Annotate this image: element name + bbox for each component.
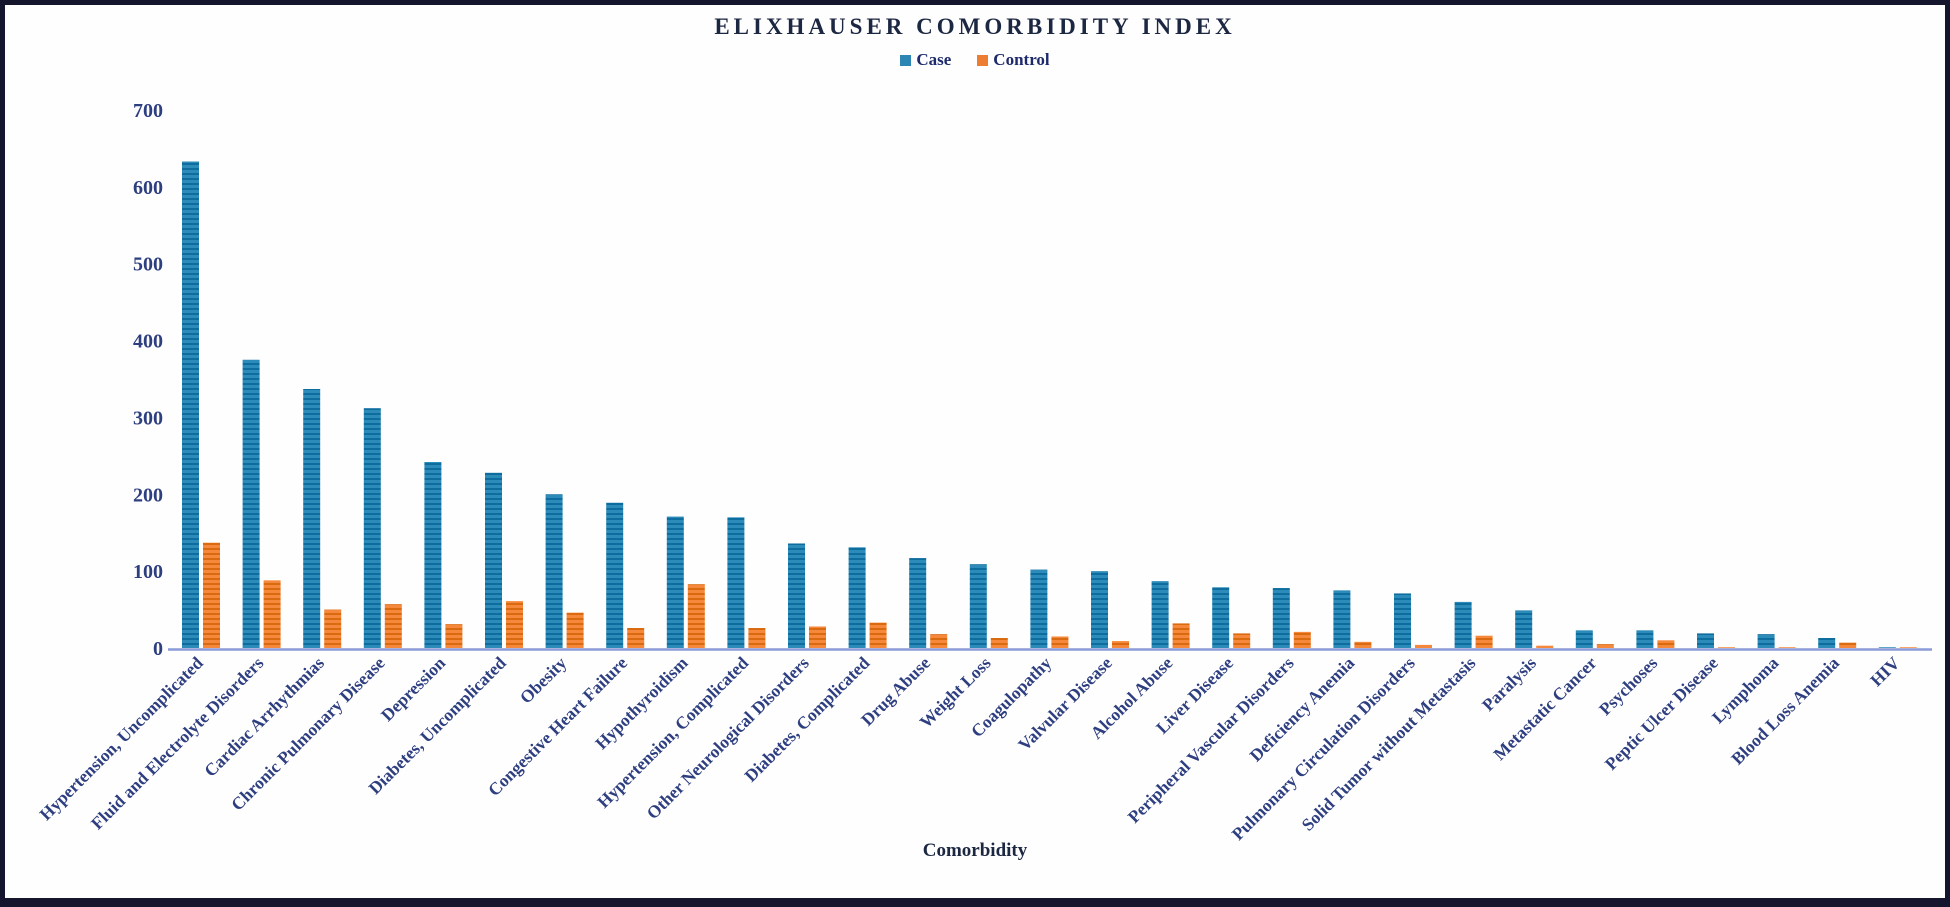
bar-case-10 bbox=[788, 543, 805, 648]
bar-control-19 bbox=[1354, 641, 1372, 648]
x-axis-title: Comorbidity bbox=[922, 840, 1028, 861]
bar-control-9 bbox=[748, 628, 766, 648]
bar-case-24 bbox=[1636, 630, 1654, 648]
bar-case-7 bbox=[606, 502, 624, 648]
bar-case-26 bbox=[1757, 634, 1775, 648]
x-category-label: Peptic Ulcer Disease bbox=[1601, 653, 1722, 774]
bar-control-23 bbox=[1596, 644, 1614, 648]
bar-case-3 bbox=[363, 408, 381, 648]
bar-control-0 bbox=[203, 542, 220, 648]
x-category-label: HIV bbox=[1866, 652, 1904, 690]
y-tick-label: 500 bbox=[133, 254, 163, 276]
chart-title: ELIXHAUSER COMORBIDITY INDEX bbox=[714, 14, 1236, 39]
bar-case-21 bbox=[1454, 601, 1472, 648]
bar-case-27 bbox=[1818, 638, 1836, 648]
bar-control-17 bbox=[1233, 633, 1251, 648]
y-tick-label: 200 bbox=[133, 484, 163, 506]
bar-control-18 bbox=[1293, 631, 1311, 648]
bar-control-5 bbox=[506, 601, 523, 648]
bar-control-14 bbox=[1051, 636, 1069, 648]
bar-case-9 bbox=[727, 517, 745, 648]
bar-case-11 bbox=[848, 547, 866, 648]
bar-case-13 bbox=[969, 564, 987, 648]
bar-control-10 bbox=[809, 626, 826, 648]
bar-control-11 bbox=[869, 622, 887, 648]
bar-control-16 bbox=[1172, 623, 1190, 648]
bar-control-21 bbox=[1475, 635, 1493, 648]
y-tick-label: 600 bbox=[133, 177, 163, 199]
bar-case-17 bbox=[1212, 587, 1230, 648]
y-tick-label: 700 bbox=[133, 100, 163, 122]
bar-case-25 bbox=[1697, 633, 1714, 648]
bar-case-20 bbox=[1394, 593, 1411, 648]
bar-control-22 bbox=[1536, 645, 1554, 648]
bar-case-12 bbox=[909, 558, 927, 648]
bar-control-8 bbox=[687, 584, 705, 648]
bar-control-1 bbox=[263, 580, 281, 648]
bar-case-5 bbox=[485, 472, 502, 648]
y-tick-label: 0 bbox=[153, 638, 163, 660]
bar-control-3 bbox=[384, 604, 402, 648]
bar-control-6 bbox=[566, 612, 584, 648]
x-category-label: Metastatic Cancer bbox=[1489, 653, 1601, 765]
bar-case-1 bbox=[242, 359, 260, 648]
x-category-label: Cardiac Arrhythmias bbox=[200, 653, 328, 781]
x-category-label: Deficiency Anemia bbox=[1245, 653, 1358, 766]
control-swatch-icon bbox=[977, 54, 989, 66]
bar-control-24 bbox=[1657, 640, 1675, 648]
bar-case-6 bbox=[545, 494, 563, 648]
x-category-label: Obesity bbox=[516, 653, 571, 708]
bar-case-0 bbox=[182, 161, 199, 648]
y-tick-label: 300 bbox=[133, 407, 163, 429]
bar-case-14 bbox=[1030, 569, 1048, 648]
bar-control-28 bbox=[1899, 647, 1917, 648]
bar-case-16 bbox=[1151, 581, 1169, 648]
legend-item-control: Control bbox=[977, 50, 1050, 70]
bar-case-4 bbox=[424, 462, 442, 648]
bar-case-22 bbox=[1515, 610, 1533, 648]
bar-control-20 bbox=[1415, 644, 1432, 648]
legend-label-control: Control bbox=[993, 50, 1050, 69]
x-category-label: Paralysis bbox=[1478, 653, 1540, 715]
legend: Case Control bbox=[0, 50, 1950, 70]
legend-label-case: Case bbox=[916, 50, 952, 69]
bar-case-2 bbox=[303, 388, 321, 648]
bar-control-26 bbox=[1778, 647, 1796, 648]
bar-case-18 bbox=[1272, 588, 1290, 648]
bar-case-23 bbox=[1575, 630, 1593, 648]
bar-control-25 bbox=[1718, 647, 1735, 648]
legend-item-case: Case bbox=[900, 50, 951, 70]
x-category-label: Blood Loss Anemia bbox=[1727, 653, 1843, 769]
y-tick-label: 100 bbox=[133, 561, 163, 583]
bar-control-4 bbox=[445, 624, 463, 648]
bar-case-28 bbox=[1878, 647, 1896, 648]
bar-case-15 bbox=[1091, 571, 1108, 648]
bar-case-8 bbox=[666, 516, 684, 648]
bar-control-2 bbox=[324, 609, 342, 648]
bar-control-13 bbox=[990, 638, 1008, 648]
bar-control-27 bbox=[1839, 642, 1857, 648]
bar-control-7 bbox=[627, 628, 645, 648]
bar-control-15 bbox=[1112, 641, 1129, 648]
bar-control-12 bbox=[930, 634, 948, 648]
bar-case-19 bbox=[1333, 590, 1351, 648]
case-swatch-icon bbox=[900, 54, 912, 66]
y-tick-label: 400 bbox=[133, 331, 163, 353]
